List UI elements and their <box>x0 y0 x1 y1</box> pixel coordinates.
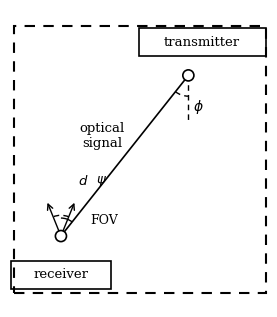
Circle shape <box>183 70 194 81</box>
Text: FOV: FOV <box>90 214 118 227</box>
Text: $d$: $d$ <box>78 174 88 188</box>
Text: $\psi$: $\psi$ <box>96 174 107 188</box>
Bar <box>11 261 111 289</box>
Text: transmitter: transmitter <box>164 36 240 49</box>
Bar <box>138 28 266 56</box>
Circle shape <box>55 230 66 242</box>
Text: receiver: receiver <box>34 268 88 281</box>
Text: optical
signal: optical signal <box>80 122 125 150</box>
Text: $\phi$: $\phi$ <box>193 98 203 116</box>
